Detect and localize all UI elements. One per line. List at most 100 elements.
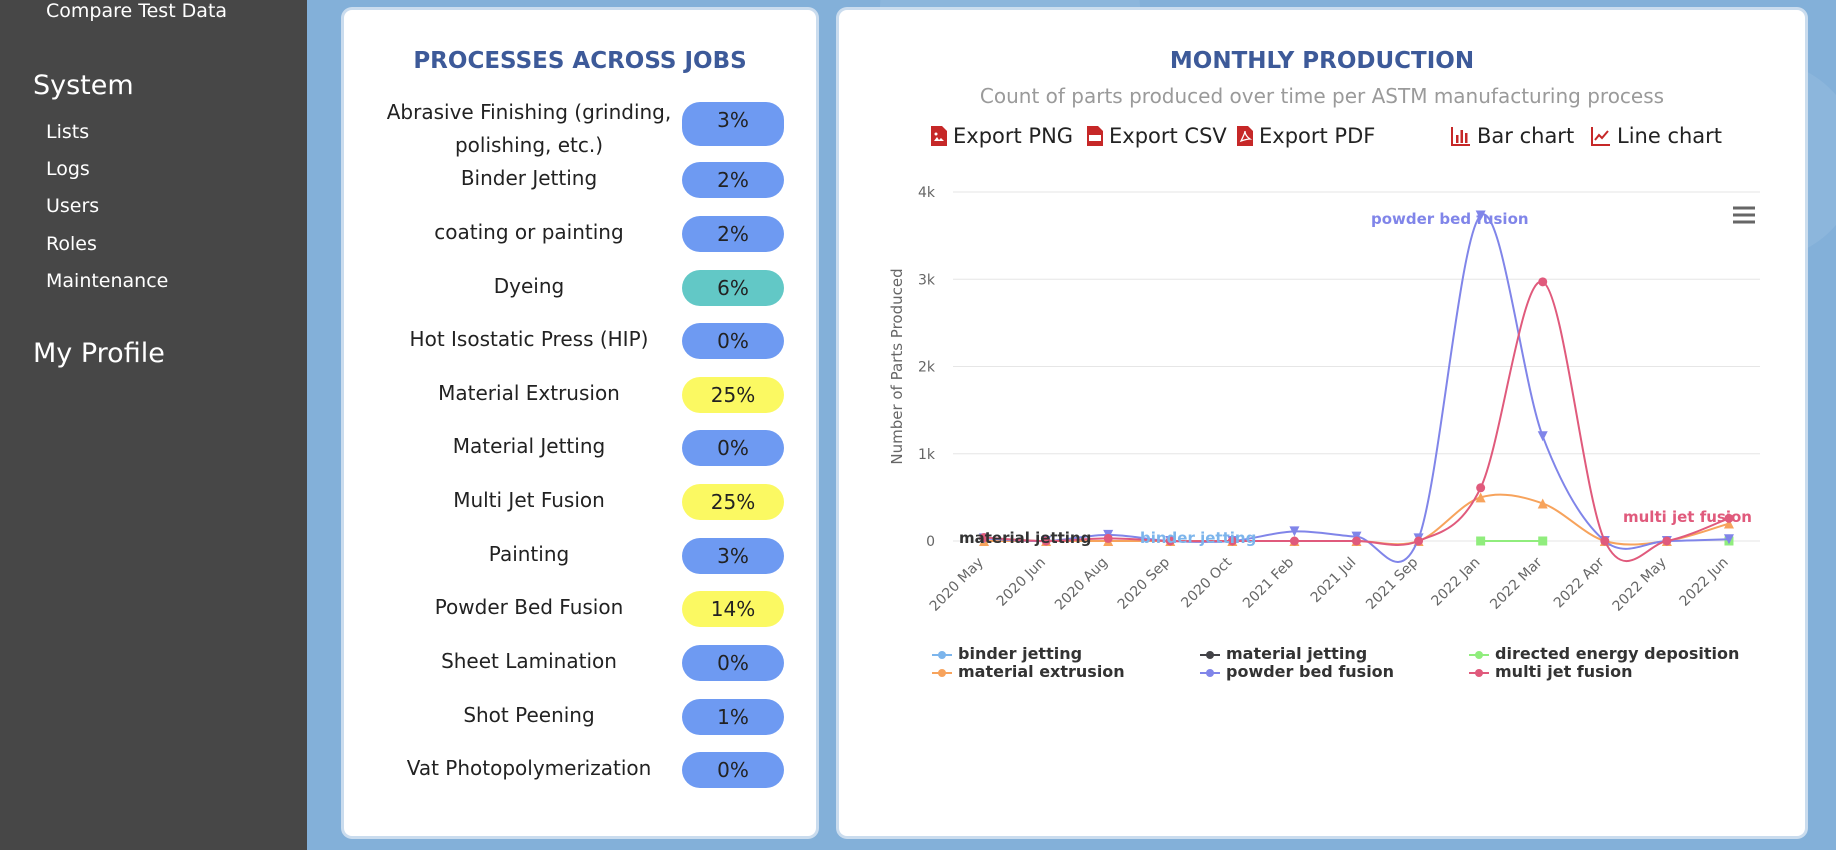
series-annotation: powder bed fusion bbox=[1371, 210, 1529, 228]
legend-item[interactable]: directed energy deposition bbox=[1469, 644, 1739, 663]
data-point-multi-jet-fusion bbox=[1103, 533, 1113, 543]
data-point-material-extrusion bbox=[1723, 518, 1734, 529]
process-percentage-badge: 6% bbox=[682, 270, 784, 306]
y-tick-label: 4k bbox=[918, 185, 936, 201]
y-tick-label: 3k bbox=[918, 272, 936, 288]
x-tick-label: 2022 Jun bbox=[1677, 555, 1732, 610]
sidebar-heading-system[interactable]: System bbox=[33, 70, 134, 101]
legend-marker-icon bbox=[932, 651, 952, 659]
line-chart-button[interactable]: Line chart bbox=[1591, 124, 1722, 148]
series-annotation: multi jet fusion bbox=[1623, 508, 1752, 526]
sidebar-item-lists[interactable]: Lists bbox=[46, 121, 90, 143]
legend-label: directed energy deposition bbox=[1495, 644, 1740, 663]
chart-menu-icon[interactable] bbox=[1733, 206, 1755, 210]
process-percentage-badge: 25% bbox=[682, 484, 784, 520]
line-chart-label: Line chart bbox=[1617, 124, 1723, 148]
file-csv-icon bbox=[1087, 126, 1103, 146]
legend-item[interactable]: material extrusion bbox=[932, 662, 1125, 681]
series-line-multi-jet-fusion bbox=[983, 280, 1730, 563]
legend-marker-icon bbox=[1200, 651, 1220, 659]
sidebar-item-maintenance[interactable]: Maintenance bbox=[46, 270, 169, 292]
export-csv-button[interactable]: Export CSV bbox=[1087, 124, 1227, 148]
bar-chart-icon bbox=[1451, 127, 1470, 146]
sidebar-item-compare-test-data[interactable]: Compare Test Data bbox=[46, 0, 228, 22]
data-point-multi-jet-fusion bbox=[1662, 536, 1672, 546]
chart-menu-icon[interactable] bbox=[1733, 213, 1755, 217]
legend-marker-icon bbox=[1469, 651, 1489, 659]
legend-item[interactable]: multi jet fusion bbox=[1469, 662, 1633, 681]
data-point-multi-jet-fusion bbox=[1289, 536, 1299, 546]
x-tick-label: 2022 Apr bbox=[1551, 554, 1608, 611]
data-point-material-extrusion bbox=[1475, 492, 1486, 503]
data-point-multi-jet-fusion bbox=[1041, 536, 1051, 546]
data-point-directed-energy-deposition bbox=[1476, 536, 1486, 546]
process-name: Painting bbox=[488, 542, 570, 566]
x-tick-label: 2020 Jun bbox=[994, 555, 1049, 610]
x-tick-label: 2022 Mar bbox=[1487, 554, 1546, 613]
series-annotation: binder jetting bbox=[1140, 529, 1256, 547]
x-tick-label: 2021 Jul bbox=[1308, 555, 1360, 607]
data-point-multi-jet-fusion bbox=[1600, 536, 1610, 546]
legend-label: material jetting bbox=[1226, 644, 1368, 663]
y-tick-label: 1k bbox=[918, 447, 936, 463]
sidebar-heading-my-profile[interactable]: My Profile bbox=[33, 338, 165, 369]
legend-marker-icon bbox=[1469, 669, 1489, 677]
process-name: Vat Photopolymerization bbox=[406, 756, 652, 780]
process-name: Abrasive Finishing (grinding, polishing,… bbox=[386, 100, 672, 157]
export-pdf-button[interactable]: Export PDF bbox=[1237, 124, 1375, 148]
process-percentage-badge: 2% bbox=[682, 162, 784, 198]
export-png-button[interactable]: Export PNG bbox=[931, 124, 1073, 148]
processes-card: PROCESSES ACROSS JOBS Abrasive Finishing… bbox=[344, 10, 816, 836]
file-pdf-icon bbox=[1237, 126, 1253, 146]
chart-menu-icon[interactable] bbox=[1733, 220, 1755, 224]
production-subtitle: Count of parts produced over time per AS… bbox=[979, 84, 1665, 108]
legend-item[interactable]: material jetting bbox=[1200, 644, 1367, 663]
process-percentage-badge: 25% bbox=[682, 377, 784, 413]
process-percentage-badge: 1% bbox=[682, 699, 784, 735]
series-line-powder-bed-fusion bbox=[983, 213, 1729, 563]
y-tick-label: 0 bbox=[926, 534, 935, 550]
x-tick-label: 2021 Sep bbox=[1363, 554, 1421, 612]
process-percentage-badge: 14% bbox=[682, 591, 784, 627]
sidebar-item-logs[interactable]: Logs bbox=[46, 158, 90, 180]
bar-chart-button[interactable]: Bar chart bbox=[1451, 124, 1574, 148]
bar-chart-label: Bar chart bbox=[1477, 124, 1575, 148]
process-percentage-badge: 0% bbox=[682, 752, 784, 788]
legend-marker-icon bbox=[1200, 669, 1220, 677]
process-name: Dyeing bbox=[493, 274, 565, 298]
export-pdf-label: Export PDF bbox=[1259, 124, 1376, 148]
process-percentage-badge: 0% bbox=[682, 645, 784, 681]
sidebar-item-roles[interactable]: Roles bbox=[46, 233, 97, 255]
y-tick-label: 2k bbox=[918, 360, 936, 376]
line-chart-icon bbox=[1591, 127, 1610, 146]
process-name: Material Jetting bbox=[452, 434, 606, 458]
process-name: coating or painting bbox=[434, 220, 624, 244]
x-tick-label: 2021 Feb bbox=[1240, 554, 1297, 611]
x-tick-label: 2020 Oct bbox=[1178, 554, 1235, 611]
legend-item[interactable]: powder bed fusion bbox=[1200, 662, 1394, 681]
sidebar: Compare Test Data System Lists Logs User… bbox=[0, 0, 307, 850]
data-point-multi-jet-fusion bbox=[1724, 513, 1734, 523]
process-name: Shot Peening bbox=[463, 703, 595, 727]
process-name: Hot Isostatic Press (HIP) bbox=[409, 327, 649, 351]
data-point-multi-jet-fusion bbox=[1414, 536, 1424, 546]
legend-label: material extrusion bbox=[958, 662, 1125, 681]
y-axis-label: Number of Parts Produced bbox=[888, 268, 906, 464]
process-name: Powder Bed Fusion bbox=[434, 595, 624, 619]
production-title: MONTHLY PRODUCTION bbox=[1169, 48, 1475, 74]
legend-label: powder bed fusion bbox=[1226, 662, 1395, 681]
legend-marker-icon bbox=[932, 669, 952, 677]
export-csv-label: Export CSV bbox=[1109, 124, 1227, 148]
data-point-multi-jet-fusion bbox=[979, 533, 989, 543]
data-point-multi-jet-fusion bbox=[1352, 536, 1361, 546]
process-name: Sheet Lamination bbox=[441, 649, 617, 673]
legend-item[interactable]: binder jetting bbox=[932, 644, 1082, 663]
file-image-icon bbox=[931, 126, 947, 146]
process-percentage-badge: 3% bbox=[682, 538, 784, 574]
data-point-directed-energy-deposition bbox=[1538, 536, 1548, 546]
data-point-powder-bed-fusion bbox=[1537, 431, 1548, 442]
sidebar-item-users[interactable]: Users bbox=[46, 195, 100, 217]
process-percentage-badge: 0% bbox=[682, 323, 784, 359]
process-name: Material Extrusion bbox=[438, 381, 620, 405]
legend-label: multi jet fusion bbox=[1495, 662, 1633, 681]
